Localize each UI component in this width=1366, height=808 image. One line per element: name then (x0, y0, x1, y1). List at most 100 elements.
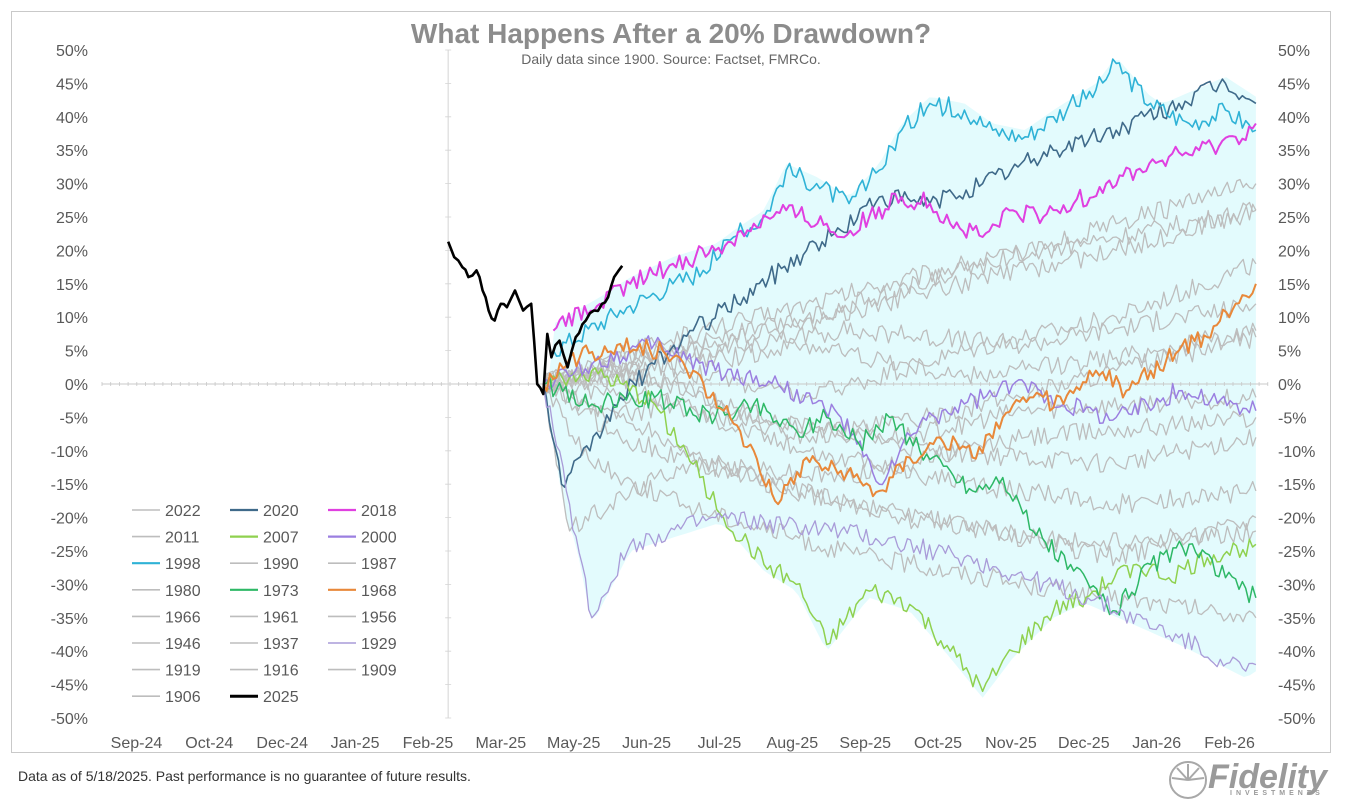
chart-title: What Happens After a 20% Drawdown? (410, 18, 932, 49)
x-tick-label: Jan-25 (331, 735, 380, 752)
legend-label-2011: 2011 (165, 530, 200, 547)
y-tick-label-right: 5% (1278, 344, 1301, 361)
x-tick-label: Feb-26 (1204, 735, 1255, 752)
historical-band (543, 60, 1256, 698)
y-tick-label-left: -25% (51, 544, 88, 561)
y-tick-label-left: 25% (56, 210, 88, 227)
y-tick-label-left: 40% (56, 110, 88, 127)
x-tick-label: Feb-25 (403, 735, 454, 752)
x-tick-label: Oct-25 (914, 735, 962, 752)
divider-ticks (445, 49, 452, 719)
x-tick-label: Oct-24 (185, 735, 233, 752)
y-tick-label-left: 30% (56, 177, 88, 194)
y-tick-label-left: -45% (51, 678, 88, 695)
legend-label-1966: 1966 (165, 609, 201, 626)
x-tick-label: May-25 (547, 735, 600, 752)
y-tick-label-left: 5% (65, 344, 88, 361)
x-tick-label: Jun-25 (622, 735, 671, 752)
series-line-2011 (543, 327, 1257, 445)
y-tick-label-right: 30% (1278, 177, 1310, 194)
y-tick-label-left: 0% (65, 377, 88, 394)
y-tick-label-right: 50% (1278, 43, 1310, 60)
x-tick-label: Sep-25 (839, 735, 891, 752)
legend-label-1998: 1998 (165, 556, 201, 573)
legend-label-1961: 1961 (263, 609, 299, 626)
series-line-2022 (542, 362, 1257, 473)
legend-label-1937: 1937 (263, 636, 299, 653)
series-line-2000 (542, 335, 1257, 486)
legend-label-1956: 1956 (361, 609, 397, 626)
legend-label-2007: 2007 (263, 530, 299, 547)
y-tick-label-left: 15% (56, 277, 88, 294)
x-tick-label: Jul-25 (698, 735, 742, 752)
chart-canvas: 50% 50% 45% 45% 40% 40% 35% 35% 30% 30% 25% 25% 20% 2… (51, 43, 1316, 752)
series-line-1968 (542, 283, 1257, 506)
legend-label-1906: 1906 (165, 689, 201, 706)
series-line-1987 (542, 383, 1257, 533)
legend-label-2018: 2018 (361, 503, 397, 520)
y-tick-label-right: -50% (1278, 711, 1315, 728)
y-tick-label-right: -45% (1278, 678, 1315, 695)
legend-label-2000: 2000 (361, 530, 397, 547)
footnote: Data as of 5/18/2025. Past performance i… (18, 768, 471, 784)
series-line-1916 (542, 322, 1257, 393)
y-tick-label-right: 25% (1278, 210, 1310, 227)
x-tick-label: Aug-25 (767, 735, 819, 752)
series-line-2007 (542, 367, 1257, 693)
y-tick-label-right: 15% (1278, 277, 1310, 294)
y-tick-label-left: 45% (56, 76, 88, 93)
y-tick-label-right: 35% (1278, 143, 1310, 160)
y-tick-label-right: -10% (1278, 444, 1315, 461)
x-tick-label: Dec-24 (256, 735, 308, 752)
series-line-1998 (552, 58, 1257, 357)
y-tick-label-right: 20% (1278, 243, 1310, 260)
legend-label-1929: 1929 (361, 636, 397, 653)
series-line-1973 (543, 376, 1257, 616)
y-tick-label-right: 10% (1278, 310, 1310, 327)
chart-frame: 50% 50% 45% 45% 40% 40% 35% 35% 30% 30% 25% 25% 20% 2… (11, 11, 1331, 753)
legend-label-1968: 1968 (361, 583, 397, 600)
y-tick-label-left: 50% (56, 43, 88, 60)
y-tick-label-right: 40% (1278, 110, 1310, 127)
chart-subtitle: Daily data since 1900. Source: Factset, … (521, 51, 821, 67)
y-tick-label-right: -30% (1278, 577, 1315, 594)
legend-label-1980: 1980 (165, 583, 201, 600)
logo-text: Fidelity (1208, 758, 1328, 796)
legend-label-1987: 1987 (361, 556, 397, 573)
legend-label-1916: 1916 (263, 663, 299, 680)
y-tick-label-left: -50% (51, 711, 88, 728)
x-tick-label: Jan-26 (1132, 735, 1181, 752)
y-tick-label-left: 35% (56, 143, 88, 160)
series-line-2018 (552, 122, 1257, 332)
legend-label-1990: 1990 (263, 556, 299, 573)
x-tick-label: Sep-24 (111, 735, 163, 752)
legend-label-1919: 1919 (165, 663, 201, 680)
y-tick-label-left: -35% (51, 611, 88, 628)
fidelity-logo-icon (1169, 761, 1207, 799)
y-tick-label-right: 0% (1278, 377, 1301, 394)
y-tick-label-left: -20% (51, 511, 88, 528)
legend-label-1909: 1909 (361, 663, 397, 680)
y-tick-label-left: -5% (60, 410, 88, 427)
legend-label-2022: 2022 (165, 503, 201, 520)
y-tick-label-right: -40% (1278, 644, 1315, 661)
series-line-2025 (446, 241, 624, 396)
y-tick-label-right: -25% (1278, 544, 1315, 561)
y-tick-label-left: 10% (56, 310, 88, 327)
series-line-1919 (542, 258, 1257, 404)
y-tick-label-left: -40% (51, 644, 88, 661)
series-line-1906 (542, 381, 1257, 552)
legend-label-2025: 2025 (263, 689, 299, 706)
x-tick-label: Dec-25 (1058, 735, 1110, 752)
y-tick-label-right: -20% (1278, 511, 1315, 528)
logo-subtext: INVESTMENTS (1230, 790, 1324, 797)
fidelity-logo: Fidelity INVESTMENTS (1168, 758, 1358, 800)
series-line-1937 (542, 383, 1257, 623)
y-tick-label-left: 20% (56, 243, 88, 260)
y-tick-label-right: -35% (1278, 611, 1315, 628)
legend-label-2020: 2020 (263, 503, 299, 520)
y-tick-label-left: -30% (51, 577, 88, 594)
x-tick-label: Nov-25 (985, 735, 1037, 752)
y-tick-label-left: -15% (51, 477, 88, 494)
y-tick-label-left: -10% (51, 444, 88, 461)
